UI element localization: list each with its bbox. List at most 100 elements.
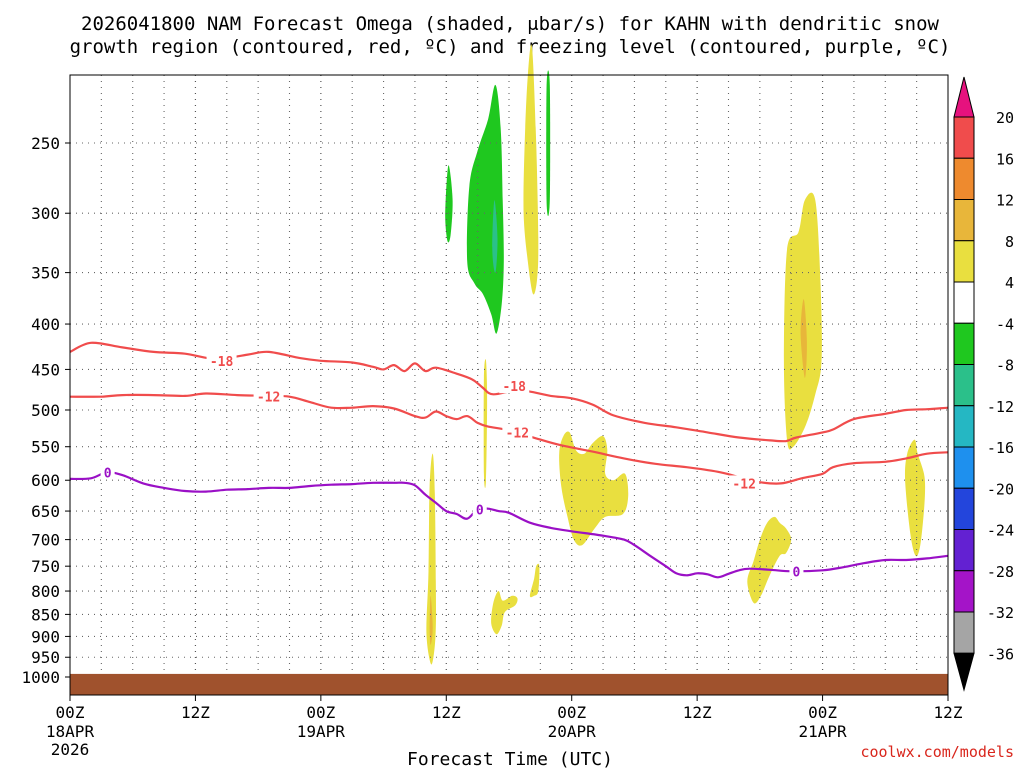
colorbar-bin-3 bbox=[953, 199, 975, 242]
xtick-date-24: 19APR bbox=[297, 722, 346, 741]
colorbar-label-14: -36 bbox=[987, 645, 1014, 663]
xtick-label-84: 12Z bbox=[934, 703, 963, 722]
dendritic-bottom-minus-12-label-bg-1 bbox=[253, 388, 284, 404]
ytick-label-1000: 1000 bbox=[21, 668, 60, 687]
ytick-label-450: 450 bbox=[31, 360, 60, 379]
dendritic-bottom-minus-12-label-3: -12 bbox=[732, 477, 755, 492]
colorbar-top-arrow bbox=[953, 76, 975, 118]
omega-region-15 bbox=[904, 439, 926, 557]
colorbar-bottom-arrow bbox=[953, 652, 975, 692]
freezing-level-0-label-1: 0 bbox=[104, 466, 112, 481]
omega-region-8 bbox=[426, 453, 437, 665]
ytick-label-250: 250 bbox=[31, 134, 60, 153]
dendritic-top-minus-18-label-bg-1 bbox=[206, 352, 237, 368]
dendritic-top-minus-18-label-bg-2 bbox=[499, 378, 530, 394]
dendritic-top-minus-18-line bbox=[69, 341, 949, 443]
xtick-label-24: 00Z bbox=[306, 703, 335, 722]
ytick-label-600: 600 bbox=[31, 471, 60, 490]
dendritic-top-minus-18-label-1: -18 bbox=[210, 355, 234, 370]
colorbar-label-11: -24 bbox=[987, 522, 1014, 540]
colorbar-bin-13 bbox=[953, 611, 975, 654]
omega-region-9 bbox=[429, 595, 433, 645]
xtick-date-72: 21APR bbox=[798, 722, 847, 741]
xtick-label-48: 00Z bbox=[557, 703, 586, 722]
colorbar-label-5: 4 bbox=[1005, 274, 1014, 292]
xtick-year-0: 2026 bbox=[51, 740, 90, 759]
colorbar-bin-9 bbox=[953, 446, 975, 489]
xtick-label-0: 00Z bbox=[56, 703, 85, 722]
xtick-label-60: 12Z bbox=[683, 703, 712, 722]
omega-colorbar: 20 16 12 8 4 -4 -8 -12 -16 -20 -24 -28 -32 -36 bbox=[953, 76, 1014, 692]
omega-region-4 bbox=[546, 70, 551, 217]
freezing-level-0-label-bg-1 bbox=[100, 464, 115, 480]
freezing-level-0-label-2: 0 bbox=[476, 503, 484, 518]
colorbar-label-4: 8 bbox=[1005, 233, 1014, 251]
xtick-label-36: 12Z bbox=[432, 703, 461, 722]
colorbar-bin-5 bbox=[953, 281, 975, 324]
grid-lines bbox=[70, 75, 948, 695]
ytick-label-700: 700 bbox=[31, 531, 60, 550]
colorbar-bin-10 bbox=[953, 487, 975, 530]
ytick-label-350: 350 bbox=[31, 264, 60, 283]
colorbar-label-12: -28 bbox=[987, 563, 1014, 581]
pressure-axis: 250 300 350 400 450 500 550 600 650 700 750 800 850 9… bbox=[21, 134, 70, 687]
dendritic-bottom-minus-12-label-2: -12 bbox=[506, 426, 529, 441]
omega-region-14 bbox=[747, 516, 792, 604]
dendritic-top-minus-18-label-2: -18 bbox=[502, 380, 526, 395]
chart-title-line-2: growth region (contoured, red, ºC) and f… bbox=[70, 36, 951, 58]
omega-region-11 bbox=[529, 563, 540, 598]
colorbar-label-3: 12 bbox=[996, 192, 1014, 210]
plot-frame bbox=[69, 74, 949, 696]
omega-region-3 bbox=[492, 200, 498, 273]
ytick-label-800: 800 bbox=[31, 582, 60, 601]
xtick-label-12: 12Z bbox=[181, 703, 210, 722]
dendritic-bottom-minus-12-label-bg-3 bbox=[729, 475, 760, 491]
omega-region-7 bbox=[559, 431, 629, 546]
dendritic-bottom-minus-12-label-bg-2 bbox=[502, 424, 533, 440]
xtick-date-0: 18APR bbox=[46, 722, 95, 741]
ytick-label-900: 900 bbox=[31, 627, 60, 646]
freezing-level-0-line bbox=[69, 471, 949, 579]
freezing-level-0-label-3: 0 bbox=[793, 565, 801, 580]
colorbar-bin-7 bbox=[953, 364, 975, 407]
colorbar-label-6: -4 bbox=[996, 315, 1014, 333]
colorbar-label-10: -20 bbox=[987, 480, 1014, 498]
omega-shading bbox=[426, 44, 926, 665]
colorbar-bin-8 bbox=[953, 405, 975, 448]
ytick-label-500: 500 bbox=[31, 401, 60, 420]
credit-text: coolwx.com/models bbox=[860, 743, 1014, 761]
colorbar-label-2: 16 bbox=[996, 150, 1014, 168]
colorbar-label-7: -8 bbox=[996, 357, 1014, 375]
temperature-contours: -18 -18 -12 -12 -12 0 0 0 bbox=[69, 341, 949, 580]
ytick-label-950: 950 bbox=[31, 648, 60, 667]
colorbar-bin-11 bbox=[953, 529, 975, 572]
omega-region-1 bbox=[445, 165, 453, 243]
colorbar-bin-12 bbox=[953, 570, 975, 613]
xtick-label-72: 00Z bbox=[808, 703, 837, 722]
colorbar-bin-1 bbox=[953, 116, 975, 159]
ytick-label-750: 750 bbox=[31, 557, 60, 576]
colorbar-label-9: -16 bbox=[987, 439, 1014, 457]
ground-surface bbox=[70, 673, 948, 695]
ytick-label-300: 300 bbox=[31, 204, 60, 223]
ytick-label-400: 400 bbox=[31, 315, 60, 334]
dendritic-bottom-minus-12-label-1: -12 bbox=[257, 391, 280, 406]
plot-area: -18 -18 -12 -12 -12 0 0 0 bbox=[69, 44, 949, 696]
ytick-label-550: 550 bbox=[31, 438, 60, 457]
freezing-level-0-label-bg-2 bbox=[472, 501, 487, 517]
colorbar-bin-6 bbox=[953, 322, 975, 365]
x-axis-label: Forecast Time (UTC) bbox=[407, 749, 613, 768]
omega-region-10 bbox=[491, 590, 518, 635]
colorbar-bin-4 bbox=[953, 240, 975, 283]
ytick-label-650: 650 bbox=[31, 502, 60, 521]
freezing-level-0-label-bg-3 bbox=[789, 563, 804, 579]
colorbar-label-8: -12 bbox=[987, 398, 1014, 416]
colorbar-label-1: 20 bbox=[996, 109, 1014, 127]
ytick-label-850: 850 bbox=[31, 605, 60, 624]
omega-region-13 bbox=[800, 299, 807, 378]
colorbar-bin-2 bbox=[953, 157, 975, 200]
colorbar-label-13: -32 bbox=[987, 604, 1014, 622]
omega-region-5 bbox=[523, 44, 539, 295]
